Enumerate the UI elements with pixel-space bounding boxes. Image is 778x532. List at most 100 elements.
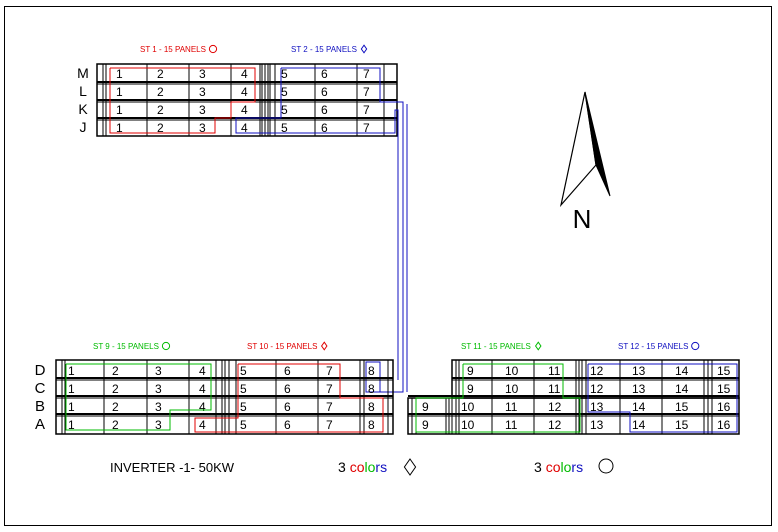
panel-number: 4 (199, 382, 206, 396)
legend-circle-icon (598, 458, 614, 474)
string-title-3: ST 9 - 15 PANELS (93, 342, 159, 351)
panel-number: 9 (422, 418, 429, 432)
panel-number: 14 (675, 364, 689, 378)
panel-number: 15 (675, 400, 689, 414)
legend-letter: 3 (534, 459, 546, 475)
panel-number: 4 (199, 364, 206, 378)
string-10-route (194, 363, 384, 433)
panel-number: 7 (363, 67, 370, 81)
panel-number: 7 (363, 103, 370, 117)
panel-number: 6 (284, 400, 291, 414)
row-label-a: A (35, 416, 45, 433)
panel-number: 5 (240, 382, 247, 396)
panel-number: 15 (717, 364, 731, 378)
panel-number: 7 (363, 121, 370, 135)
string-circle-icon (161, 341, 171, 351)
legend-letter: c (350, 459, 357, 475)
panel-number: 7 (326, 382, 333, 396)
panel-number: 10 (461, 400, 475, 414)
panel-number: 2 (112, 418, 119, 432)
legend-letter: s (380, 459, 387, 475)
panel-number: 8 (368, 382, 375, 396)
panel-number: 7 (326, 400, 333, 414)
north-arrow-icon (559, 91, 597, 208)
panel-number: 13 (632, 382, 646, 396)
panel-number: 15 (675, 418, 689, 432)
panel-number: 1 (68, 418, 75, 432)
panel-number: 11 (505, 418, 518, 432)
string-title-1: ST 1 - 15 PANELS (140, 45, 206, 54)
panel-number: 3 (155, 382, 162, 396)
panel-number: 1 (116, 67, 123, 81)
row-label-k: K (78, 101, 88, 117)
panel-number: 5 (281, 121, 288, 135)
panel-number: 4 (199, 418, 206, 432)
string-11-route (415, 363, 581, 433)
panel-number: 7 (326, 364, 333, 378)
panel-number: 2 (112, 364, 119, 378)
panel-number: 11 (505, 400, 518, 414)
panel-number: 2 (157, 103, 164, 117)
panel-number: 13 (590, 400, 604, 414)
panel-number: 15 (717, 382, 731, 396)
panel-number: 8 (368, 418, 375, 432)
legend-diamond-icon (403, 458, 417, 476)
panel-number: 4 (241, 67, 248, 81)
string-1-route (109, 67, 256, 134)
panel-number: 6 (321, 67, 328, 81)
panel-number: 4 (241, 103, 248, 117)
legend-letter: l (364, 459, 367, 475)
panel-number: 14 (632, 400, 646, 414)
panel-number: 5 (240, 364, 247, 378)
panel-number: 6 (321, 103, 328, 117)
panel-number: 3 (199, 103, 206, 117)
panel-number: 1 (116, 103, 123, 117)
panel-number: 5 (240, 400, 247, 414)
panel-number: 10 (505, 364, 519, 378)
panel-number: 3 (199, 121, 206, 135)
panel-number: 1 (68, 382, 75, 396)
panel-number: 16 (717, 400, 731, 414)
legend-letter: r (375, 459, 380, 475)
panel-number: 5 (281, 85, 288, 99)
legend-letter: s (576, 459, 583, 475)
string-diamond-icon (360, 44, 368, 54)
drawing-frame (4, 6, 772, 526)
panel-number: 9 (422, 400, 429, 414)
legend-letter: o (564, 459, 572, 475)
panel-number: 12 (548, 418, 562, 432)
legend-letter: l (560, 459, 563, 475)
string-2-route (235, 68, 399, 380)
panel-number: 3 (155, 400, 162, 414)
panel-number: 4 (199, 400, 206, 414)
panel-number: 6 (284, 382, 291, 396)
row-label-l: L (79, 83, 87, 99)
panel-number: 6 (321, 85, 328, 99)
string-9-route (65, 363, 212, 431)
row-label-d: D (35, 362, 46, 379)
inverter-label: INVERTER -1- 50KW (110, 460, 235, 475)
panel-number: 10 (461, 418, 475, 432)
panel-number: 3 (199, 67, 206, 81)
panel-number: 12 (590, 382, 604, 396)
panel-number: 13 (590, 418, 604, 432)
legend-letter: o (357, 459, 365, 475)
string-circle-icon (691, 341, 700, 351)
panel-number: 9 (467, 382, 474, 396)
panel-number: 9 (467, 364, 474, 378)
string-title-5: ST 11 - 15 PANELS (461, 342, 531, 351)
panel-number: 12 (590, 364, 604, 378)
panel-number: 6 (321, 121, 328, 135)
panel-number: 4 (241, 121, 248, 135)
panel-number: 4 (241, 85, 248, 99)
panel-number: 12 (548, 400, 562, 414)
north-label: N (573, 204, 592, 234)
panel-number: 6 (284, 418, 291, 432)
panel-number: 2 (157, 121, 164, 135)
panel-number: 2 (157, 85, 164, 99)
string-12-route (587, 363, 738, 433)
string-circle-icon (208, 44, 218, 54)
legend-letter: o (368, 459, 376, 475)
row-label-c: C (35, 380, 46, 397)
